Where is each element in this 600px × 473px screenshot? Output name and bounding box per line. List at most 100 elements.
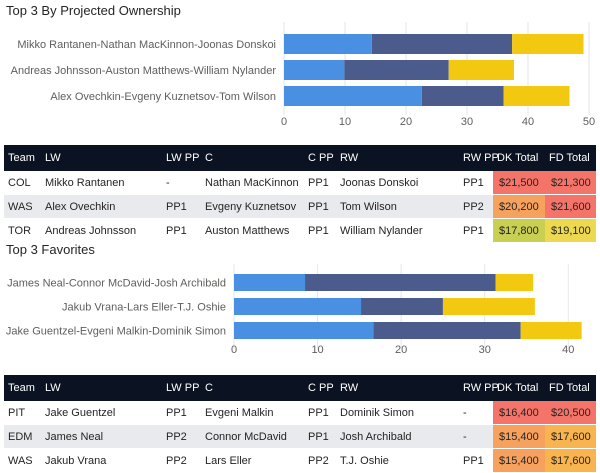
col-header-rw-pp[interactable]: RW PP [459,375,499,401]
cell-c: Connor McDavid [201,424,304,449]
cell-rw: Tom Wilson [336,194,459,219]
bar-segment-lw[interactable] [234,298,362,315]
cell-c: Evgeny Kuznetsov [201,194,304,219]
col-header-team[interactable]: Team [4,145,41,171]
bar-segment-c[interactable] [371,34,513,54]
col-header-team[interactable]: Team [4,375,41,401]
col-header-dk-total[interactable]: DK Total [493,145,545,171]
table-row[interactable]: TOR Andreas Johnsson PP1 Auston Matthews… [4,218,596,243]
bar-segment-c[interactable] [344,60,449,80]
cell-c-pp: PP1 [304,171,336,195]
cell-lw-pp: PP2 [162,424,201,449]
x-tick-label: 50 [583,116,595,128]
cell-c: Lars Eller [201,448,304,473]
col-header-fd-total[interactable]: FD Total [545,375,596,401]
cell-team: TOR [4,218,41,243]
col-header-rw[interactable]: RW [336,375,459,401]
table-row[interactable]: EDM James Neal PP2 Connor McDavid PP1 Jo… [4,424,596,449]
col-header-rw-pp[interactable]: RW PP [459,145,499,171]
cell-dk-total: $20,200 [493,194,545,219]
cell-fd-total: $21,600 [545,194,596,219]
bar-segment-rw[interactable] [512,34,584,54]
category-label: Mikko Rantanen-Nathan MacKinnon-Joonas D… [17,39,276,51]
category-label: Alex Ovechkin-Evgeny Kuznetsov-Tom Wilso… [50,91,276,103]
cell-dk-total: $16,400 [493,401,545,425]
category-label: James Neal-Connor McDavid-Josh Archibald [7,278,226,290]
category-label: Andreas Johnsson-Auston Matthews-William… [11,65,277,77]
cell-rw-pp: PP2 [459,194,493,219]
table-row[interactable]: WAS Jakub Vrana PP2 Lars Eller PP2 T.J. … [4,448,596,473]
table-row[interactable]: COL Mikko Rantanen - Nathan MacKinnon PP… [4,171,596,195]
x-tick-label: 40 [522,116,534,128]
bar-segment-c[interactable] [305,274,496,291]
favorites-stacked-bar-chart: 0 10 20 30 40 James Neal-Connor McDavid-Josh … [6,264,582,356]
table-header-row: Team LW LW PP C C PP RW RW PP DK Total F… [4,145,596,171]
table-header-row: Team LW LW PP C C PP RW RW PP DK Total F… [4,375,596,401]
cell-lw: James Neal [41,424,162,449]
col-header-c[interactable]: C [201,375,304,401]
bar-segment-lw[interactable] [284,86,422,106]
cell-rw-pp: - [459,424,493,449]
x-tick-label: 10 [339,116,351,128]
cell-c-pp: PP1 [304,424,336,449]
x-tick-label: 10 [311,344,323,356]
x-tick-label: 30 [479,344,491,356]
col-header-dk-total[interactable]: DK Total [493,375,545,401]
col-header-lw-pp[interactable]: LW PP [162,145,201,171]
x-tick-label: 40 [562,344,574,356]
bar-segment-c[interactable] [421,86,504,106]
cell-c-pp: PP1 [304,401,336,425]
x-tick-label: 0 [231,344,237,356]
cell-dk-total: $21,500 [493,171,545,195]
col-header-lw[interactable]: LW [41,375,162,401]
ownership-stacked-bar-chart: 0 10 20 30 40 50 Mikko Rantanen-Nathan MacKinn… [11,22,595,128]
bar-segment-c[interactable] [361,298,443,315]
col-header-fd-total[interactable]: FD Total [545,145,596,171]
cell-lw: Mikko Rantanen [41,171,162,195]
cell-lw-pp: - [162,171,201,195]
col-header-c-pp[interactable]: C PP [304,145,336,171]
bar-segment-rw[interactable] [503,86,570,106]
bar-segment-rw[interactable] [448,60,514,80]
bar-segment-c[interactable] [373,322,521,339]
bar-segment-lw[interactable] [234,274,306,291]
section-title-favorites: Top 3 Favorites [6,242,95,257]
cell-rw: Josh Archibald [336,424,459,449]
cell-team: PIT [4,401,41,425]
col-header-rw[interactable]: RW [336,145,459,171]
x-tick-label: 0 [281,116,287,128]
cell-rw: William Nylander [336,218,459,243]
bar-segment-rw[interactable] [520,322,582,339]
cell-dk-total: $15,400 [493,448,545,473]
cell-rw: Joonas Donskoi [336,171,459,195]
cell-dk-total: $17,800 [493,218,545,243]
cell-team: WAS [4,194,41,219]
cell-lw: Jake Guentzel [41,401,162,425]
col-header-c[interactable]: C [201,145,304,171]
cell-c: Auston Matthews [201,218,304,243]
cell-fd-total: $21,300 [545,171,596,195]
col-header-lw-pp[interactable]: LW PP [162,375,201,401]
cell-lw-pp: PP1 [162,218,201,243]
col-header-lw[interactable]: LW [41,145,162,171]
cell-c-pp: PP1 [304,194,336,219]
x-tick-label: 30 [461,116,473,128]
bar-segment-lw[interactable] [284,34,372,54]
table-row[interactable]: WAS Alex Ovechkin PP1 Evgeny Kuznetsov P… [4,194,596,219]
bar-segment-rw[interactable] [495,274,534,291]
bar-segment-lw[interactable] [284,60,345,80]
cell-c: Evgeni Malkin [201,401,304,425]
bar-segment-lw[interactable] [234,322,374,339]
cell-rw: Dominik Simon [336,401,459,425]
cell-c-pp: PP2 [304,448,336,473]
cell-rw-pp: - [459,401,493,425]
cell-c-pp: PP1 [304,218,336,243]
table-row[interactable]: PIT Jake Guentzel PP1 Evgeni Malkin PP1 … [4,401,596,425]
col-header-c-pp[interactable]: C PP [304,375,336,401]
cell-rw: T.J. Oshie [336,448,459,473]
bar-segment-rw[interactable] [442,298,535,315]
cell-rw-pp: PP1 [459,171,493,195]
favorites-lines-table: Team LW LW PP C C PP RW RW PP DK Total F… [4,375,596,473]
cell-rw-pp: PP1 [459,448,493,473]
cell-team: COL [4,171,41,195]
